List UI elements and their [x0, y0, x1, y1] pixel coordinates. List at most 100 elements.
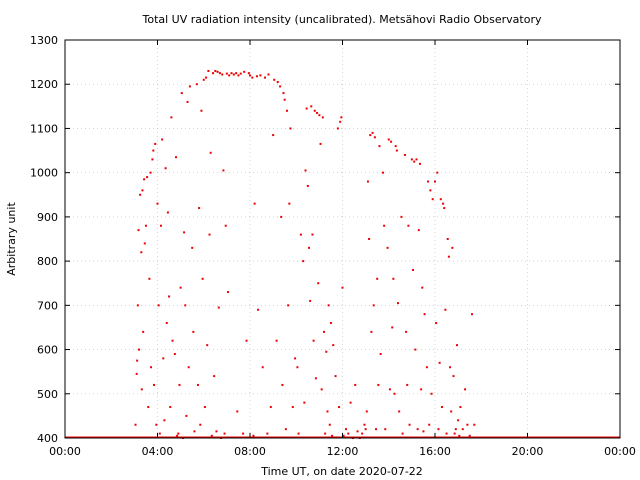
data-point — [170, 116, 173, 119]
data-point — [307, 246, 310, 249]
data-point — [283, 98, 286, 101]
x-tick-label: 04:00 — [142, 445, 174, 458]
y-axis-label: Arbitrary unit — [5, 202, 18, 276]
data-point — [136, 359, 139, 362]
data-point — [251, 76, 254, 79]
data-point — [217, 306, 220, 309]
data-point — [459, 406, 462, 409]
data-point — [454, 428, 457, 431]
data-point — [150, 366, 153, 369]
data-point — [366, 180, 369, 183]
data-point — [291, 406, 294, 409]
axis-ticks — [64, 39, 621, 439]
data-point — [412, 268, 415, 271]
data-point — [369, 134, 372, 137]
data-point — [218, 72, 221, 75]
data-point — [332, 344, 335, 347]
data-point — [361, 432, 364, 435]
data-point — [280, 215, 283, 218]
data-point — [165, 322, 168, 325]
data-point — [311, 233, 314, 236]
data-point — [413, 160, 416, 163]
data-point — [156, 202, 159, 205]
data-point — [178, 383, 181, 386]
y-tick-label: 900 — [37, 211, 58, 224]
data-point — [439, 198, 442, 201]
data-point — [425, 366, 428, 369]
data-point — [318, 114, 321, 117]
y-tick-label: 1200 — [30, 78, 58, 91]
data-point — [279, 85, 282, 88]
data-point — [466, 423, 469, 426]
data-point — [344, 428, 347, 431]
data-point — [437, 428, 440, 431]
data-point — [410, 158, 413, 161]
data-point — [331, 434, 334, 437]
data-point — [436, 171, 439, 174]
data-point — [225, 72, 228, 75]
data-point — [213, 375, 216, 378]
data-point — [473, 423, 476, 426]
data-point — [257, 308, 260, 311]
data-point — [438, 361, 441, 364]
data-point — [446, 238, 449, 240]
data-point — [334, 375, 337, 378]
data-point — [427, 180, 430, 183]
chart-title: Total UV radiation intensity (uncalibrat… — [142, 13, 542, 26]
data-point — [349, 401, 352, 404]
data-point — [423, 313, 426, 316]
data-point — [236, 410, 239, 413]
data-point — [267, 73, 270, 76]
data-point — [443, 207, 446, 210]
data-point — [299, 233, 302, 236]
data-point — [153, 383, 156, 386]
data-point — [381, 171, 384, 174]
data-point — [420, 388, 423, 391]
data-point — [187, 366, 190, 369]
data-point — [444, 308, 447, 311]
data-point — [180, 92, 183, 95]
data-point — [320, 388, 323, 391]
data-point — [237, 74, 240, 77]
y-tick-label: 500 — [37, 388, 58, 401]
data-point — [161, 138, 164, 141]
data-point — [316, 111, 319, 114]
data-point — [205, 76, 208, 79]
data-point — [206, 344, 209, 347]
y-tick-label: 1100 — [30, 122, 58, 135]
data-point — [328, 423, 331, 426]
data-point — [379, 352, 382, 355]
data-point — [340, 116, 343, 119]
data-point — [164, 167, 167, 170]
data-point — [134, 423, 137, 426]
data-point — [464, 388, 467, 391]
data-point — [312, 339, 315, 342]
data-point — [326, 410, 329, 413]
data-point — [431, 198, 434, 201]
data-point — [143, 178, 146, 181]
data-point — [455, 344, 458, 347]
data-point — [440, 406, 443, 409]
y-tick-label: 400 — [37, 432, 58, 445]
data-point — [403, 153, 406, 156]
data-point — [210, 434, 213, 437]
data-point — [148, 277, 151, 280]
data-point — [324, 432, 327, 435]
data-point — [303, 401, 306, 404]
data-point — [406, 383, 409, 386]
data-point — [242, 432, 245, 435]
data-point — [342, 434, 345, 437]
data-point — [319, 142, 322, 145]
data-point — [414, 348, 417, 351]
data-point — [151, 158, 154, 161]
data-point — [188, 85, 191, 88]
data-point — [147, 406, 150, 409]
data-point — [264, 76, 267, 79]
data-point — [140, 251, 143, 254]
data-point — [221, 73, 224, 76]
data-point — [450, 410, 453, 413]
data-point — [391, 326, 394, 329]
data-point — [173, 352, 176, 355]
data-point — [215, 430, 218, 433]
data-point — [306, 184, 309, 187]
